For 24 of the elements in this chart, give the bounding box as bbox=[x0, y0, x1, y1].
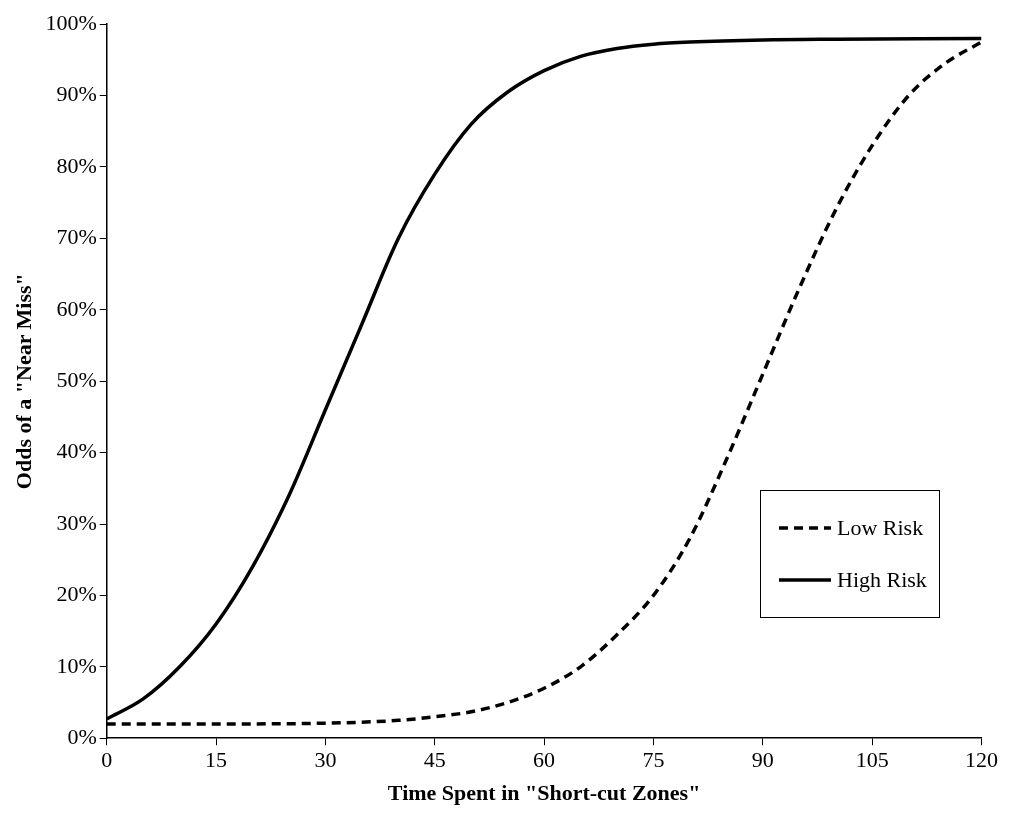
x-tick-label: 0 bbox=[101, 747, 113, 773]
x-tick-label: 15 bbox=[205, 747, 228, 773]
y-tick-label: 30% bbox=[56, 509, 97, 535]
x-tick-label: 90 bbox=[751, 747, 774, 773]
y-tick-label: 60% bbox=[56, 295, 97, 321]
y-tick-label: 90% bbox=[56, 81, 97, 107]
x-tick-label: 30 bbox=[314, 747, 337, 773]
x-tick-label: 75 bbox=[642, 747, 665, 773]
x-axis-title: Time Spent in "Short-cut Zones" bbox=[387, 780, 701, 806]
legend-label: Low Risk bbox=[837, 515, 924, 541]
x-tick-label: 45 bbox=[423, 747, 446, 773]
y-tick-label: 20% bbox=[56, 581, 97, 607]
y-tick-label: 100% bbox=[45, 9, 97, 35]
y-axis-title: Odds of a "Near Miss" bbox=[10, 273, 36, 490]
y-tick-label: 50% bbox=[56, 366, 97, 392]
y-tick-label: 70% bbox=[56, 224, 97, 250]
x-tick-label: 105 bbox=[855, 747, 889, 773]
x-tick-label: 120 bbox=[965, 747, 998, 773]
y-tick-label: 40% bbox=[56, 438, 97, 464]
x-tick-label: 60 bbox=[533, 747, 556, 773]
y-tick-label: 0% bbox=[67, 723, 97, 749]
y-tick-label: 80% bbox=[56, 152, 97, 178]
y-tick-label: 10% bbox=[56, 652, 97, 678]
legend-label: High Risk bbox=[837, 567, 927, 593]
